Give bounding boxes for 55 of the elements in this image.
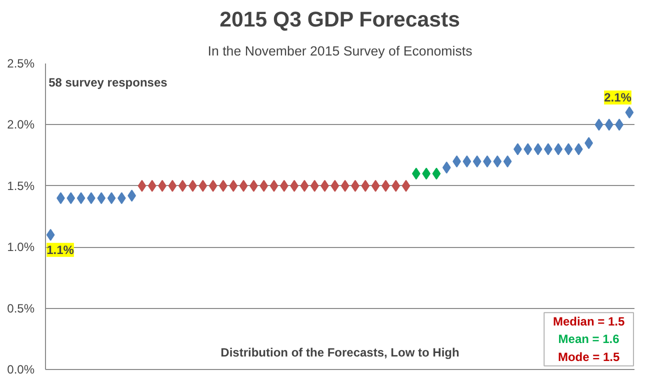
point [260,180,268,192]
point [178,180,187,192]
x-axis-title: Distribution of the Forecasts, Low to High [220,346,460,360]
y-tick-label: 1.5% [7,178,35,193]
y-tick-label: 0.5% [7,301,35,316]
point [300,180,309,192]
point [138,180,146,192]
point [472,155,482,168]
point [524,143,532,156]
point [564,143,573,156]
y-tick-label: 0.0% [7,362,35,376]
point [493,155,502,168]
chart-subtitle: In the November 2015 Survey of Economists [208,44,473,58]
point [442,162,451,174]
point [340,180,350,192]
annotation: Mode = 1.5 [558,350,620,364]
y-tick-label: 1.0% [7,240,35,254]
point [625,106,634,118]
point [371,180,380,192]
y-tick-label: 2.0% [7,118,35,132]
annotation: 58 survey responses [48,76,168,90]
point [76,192,86,204]
point [198,180,208,192]
point [594,118,604,131]
point [148,180,156,192]
point [534,143,542,156]
annotation: Median = 1.5 [552,314,625,328]
point [208,180,218,192]
point [310,180,319,192]
point [66,192,76,204]
point [361,180,370,192]
point [554,143,563,156]
point [97,192,106,204]
point [270,180,278,192]
point [432,168,441,180]
point [46,228,55,241]
y-tick-label: 2.5% [7,56,35,70]
point [462,155,472,168]
point [402,180,410,192]
point [107,192,116,204]
data-label: 1.1% [46,242,74,257]
point [574,143,583,156]
point [168,180,177,192]
point [280,180,288,192]
data-label: 2.1% [604,90,632,104]
point [412,168,420,180]
point [604,118,614,131]
point [392,180,400,192]
point [229,180,238,192]
point [503,155,512,168]
point [117,192,126,204]
annotation: Mean = 1.6 [558,332,620,346]
chart-title: 2015 Q3 GDP Forecasts [220,8,460,32]
point [330,180,340,192]
point [239,180,248,192]
